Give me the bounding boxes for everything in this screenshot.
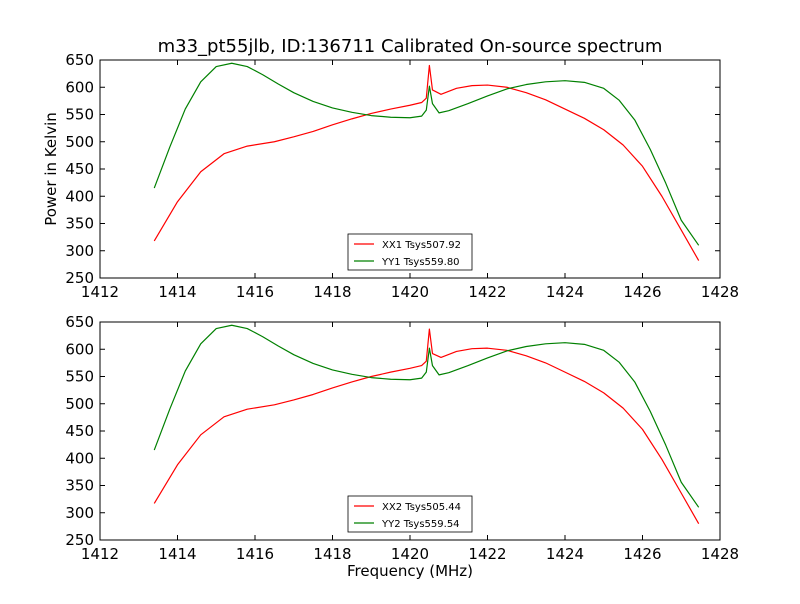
legend: XX2 Tsys505.44 YY2 Tsys559.54 [347,495,473,533]
x-tick-label: 1420 [391,283,429,301]
chart-panel-2: 1412 1414 1416 1418 1420 1422 1424 1426 1428 250 3… [65,313,739,580]
series-line-1 [153,328,700,524]
y-tick-label: 450 [65,422,94,440]
x-tick-label: 1412 [81,545,119,563]
x-tick-label: 1424 [546,283,584,301]
series-line-2 [153,62,700,246]
legend: XX1 Tsys507.92 YY1 Tsys559.80 [347,233,473,271]
x-tick-label: 1414 [158,283,196,301]
y-tick-label: 550 [65,368,94,386]
y-tick-label: 500 [65,395,94,413]
legend-label-2: YY2 Tsys559.54 [381,519,460,530]
legend-box [347,233,473,271]
y-tick-label: 450 [65,160,94,178]
x-tick-label: 1420 [391,545,429,563]
x-axis-label: Frequency (MHz) [347,562,473,580]
x-tick-label: 1428 [701,545,739,563]
x-tick-label: 1416 [236,545,274,563]
y-tick-label: 650 [65,51,94,69]
y-tick-label: 250 [65,531,94,549]
x-tick-label: 1412 [81,283,119,301]
x-tick-label: 1414 [158,545,196,563]
chart-panel-1: 1412 1414 1416 1418 1420 1422 1424 1426 1428 250 3… [42,36,739,301]
y-tick-label: 300 [65,504,94,522]
series-line-1 [153,64,700,261]
y-tick-label: 600 [65,78,94,96]
series-line-2 [153,324,700,508]
y-axis-label: Power in Kelvin [42,112,60,226]
legend-box [347,495,473,533]
x-tick-label: 1428 [701,283,739,301]
x-tick-label: 1416 [236,283,274,301]
x-tick-label: 1426 [623,283,661,301]
x-tick-label: 1426 [623,545,661,563]
legend-label-1: XX2 Tsys505.44 [382,502,461,513]
y-tick-label: 500 [65,133,94,151]
x-tick-label: 1422 [468,283,506,301]
x-tick-label: 1424 [546,545,584,563]
y-tick-label: 650 [65,313,94,331]
y-tick-label: 400 [65,187,94,205]
x-tick-label: 1418 [313,545,351,563]
chart-title: m33_pt55jlb, ID:136711 Calibrated On-sou… [158,36,663,57]
x-tick-label: 1418 [313,283,351,301]
x-tick-label: 1422 [468,545,506,563]
y-tick-label: 250 [65,269,94,287]
y-tick-label: 350 [65,215,94,233]
y-tick-label: 300 [65,242,94,260]
y-tick-label: 350 [65,477,94,495]
legend-label-2: YY1 Tsys559.80 [381,257,460,268]
y-tick-label: 600 [65,340,94,358]
y-tick-label: 550 [65,106,94,124]
y-tick-label: 400 [65,449,94,467]
legend-label-1: XX1 Tsys507.92 [382,240,461,251]
